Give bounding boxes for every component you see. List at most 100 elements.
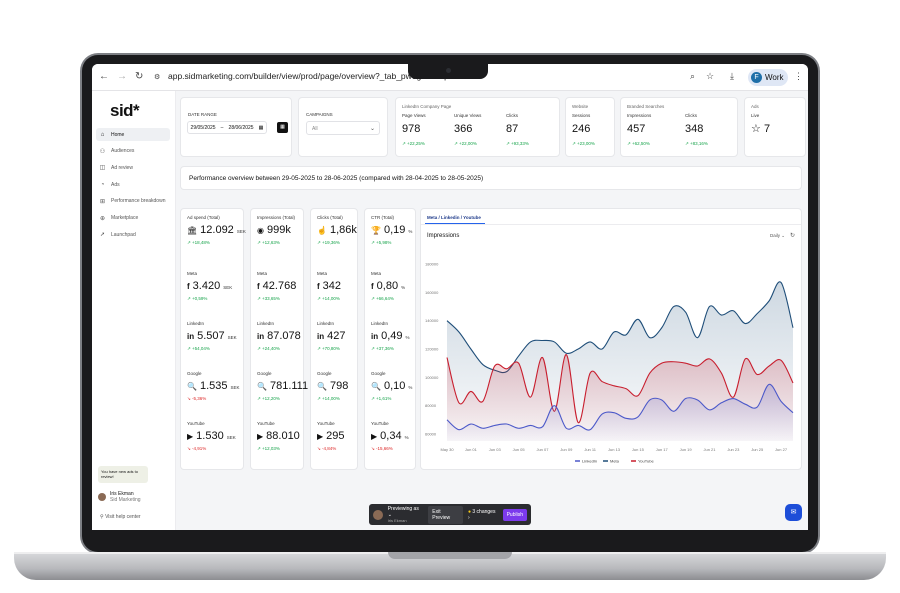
metric-value: 1.530 [196, 430, 224, 442]
forward-icon[interactable]: → [117, 71, 127, 82]
calendar-button[interactable]: ▦ [277, 122, 288, 133]
trend-up-icon: ↗ [627, 141, 633, 146]
chat-support-icon[interactable]: ✉ [785, 504, 802, 521]
linkedin-icon: in [257, 332, 265, 341]
back-icon[interactable]: ← [99, 71, 109, 82]
search-icon[interactable]: ⌕ [690, 71, 696, 81]
series-line-youtube[interactable] [446, 354, 794, 424]
legend-label-meta[interactable]: Meta [610, 459, 620, 464]
metric-change: ↗ +93,33% [506, 141, 529, 147]
y-tick-label: 80000 [425, 403, 437, 408]
pointer-icon: ☝ [317, 226, 327, 235]
bookmark-star-icon[interactable]: ☆ [706, 71, 715, 81]
users-icon: ⚇ [99, 148, 106, 155]
metric-value-row: ▶ 295 [317, 430, 348, 442]
channel-metric: Meta f 42.768 ↗ +33,65% [257, 271, 299, 302]
date-range-label: DATE RANGE [188, 112, 217, 117]
sidebar-item-home[interactable]: ⌂ Home [96, 128, 170, 141]
site-info-icon[interactable]: ⚙ [154, 74, 161, 81]
youtube-play-icon: ▶ [371, 432, 378, 441]
metric-value-row: in 0,49% [371, 330, 410, 342]
camera-lens [446, 68, 451, 73]
publish-button[interactable]: Publish [502, 508, 527, 521]
trend-up-icon: ↗ [572, 141, 578, 146]
campaigns-select[interactable]: All ⌄ [306, 121, 380, 135]
metric-change: ↗ +83,16% [685, 141, 708, 147]
total-metric: Clicks (Total) ☝ 1,86k ↗ +19,36% [317, 215, 360, 246]
metric-change: ↘ -4,84% [317, 446, 348, 452]
metric-value: 366 [454, 123, 473, 135]
series-line-linkedin[interactable] [446, 383, 794, 431]
profile-chip[interactable]: F Work [748, 69, 788, 86]
refresh-icon[interactable]: ↻ [789, 233, 795, 239]
total-metric: Ad spend (Total) 🏛 12.092 SEK ↗ +18,48% [187, 215, 246, 246]
metric-change-value: +0,59% [192, 296, 208, 301]
rocket-icon: ➚ [99, 232, 106, 239]
help-center-link[interactable]: ⚲ Visit help center [100, 514, 141, 520]
youtube-play-icon: ▶ [257, 432, 264, 441]
metric-change-value: +18,48% [192, 240, 210, 245]
trend-up-icon: ↗ [371, 396, 377, 401]
ads-live-count: 7 [763, 123, 771, 135]
metric-change-value: +1,61% [376, 396, 392, 401]
sidebar-item-label: Performance breakdown [111, 198, 166, 205]
website-title: Website [572, 104, 589, 109]
x-tick-label: Jun 17 [656, 447, 669, 452]
metric-change-value: +12,03% [262, 446, 280, 451]
sid-logo[interactable]: sid* [110, 101, 140, 120]
legend-label-linkedin[interactable]: LinkedIn [582, 459, 597, 464]
more-menu-icon[interactable]: ⋮ [794, 71, 803, 81]
granularity-select[interactable]: Daily ⌄ [769, 233, 785, 238]
sidebar-item-label: Home [111, 131, 125, 138]
new-ads-toast[interactable]: You have new ads to review! [98, 466, 148, 483]
sidebar-item-performance-breakdown[interactable]: ⊞ Performance breakdown [96, 195, 170, 208]
metric-change-value: +62,50% [632, 141, 650, 146]
user-profile[interactable]: Iris Ekman Sid Marketing [98, 491, 141, 503]
metric-value-row: f 0,80% [371, 280, 405, 292]
date-range-input[interactable]: 29/05/2025 – 28/06/2025 ▦ [187, 121, 267, 134]
granularity-value: Daily [769, 233, 780, 238]
metric-label: LinkedIn [371, 321, 389, 326]
linkedin-page-card: LinkedIn Company Page Page Views 978 ↗ +22… [395, 97, 560, 157]
metric-label: YouTube [317, 421, 335, 426]
metric-label: Meta [187, 271, 198, 276]
reload-icon[interactable]: ↻ [135, 71, 144, 82]
legend-label-youtube[interactable]: YouTube [638, 459, 654, 464]
trend-up-icon: ↗ [257, 396, 263, 401]
chart-tab-meta-linkedin-youtube[interactable]: Meta / Linkedin / Youtube [427, 215, 481, 220]
youtube-play-icon: ▶ [317, 432, 324, 441]
metric-value-row: f 42.768 [257, 280, 299, 292]
metric-change-value: -4,84% [322, 446, 337, 451]
address-bar[interactable]: app.sidmarketing.com/builder/view/prod/p… [168, 71, 449, 81]
sidebar-item-launchpad[interactable]: ➚ Launchpad [96, 228, 170, 241]
metric-label: YouTube [257, 421, 275, 426]
preview-title-text: Previewing as [387, 506, 419, 512]
changes-button[interactable]: ● 3 changes › [467, 508, 496, 521]
metric-change: ↗ +70,80% [317, 346, 348, 352]
metric-unit: % [408, 385, 413, 390]
x-tick-label: Jun 25 [751, 447, 764, 452]
download-icon[interactable]: ⤓ [730, 71, 734, 81]
sidebar-item-marketplace[interactable]: ⊕ Marketplace [96, 212, 170, 225]
channel-metric: LinkedIn in 5.507 SEK ↗ +54,04% [187, 321, 237, 352]
metric-value-row: ◉ 999k [257, 224, 295, 236]
metric-label: LinkedIn [317, 321, 335, 326]
metric-value: 781.111 [269, 380, 309, 392]
sidebar-item-audiences[interactable]: ⚇ Audiences [96, 145, 170, 158]
metric-change-value: -5,36% [192, 396, 207, 401]
metric-unit: % [405, 335, 410, 340]
metric-label: YouTube [187, 421, 205, 426]
sidebar-item-ad-review[interactable]: ◫ Ad review [96, 161, 170, 174]
chevron-down-icon: ⌄ [369, 126, 375, 132]
trend-up-icon: ↗ [317, 346, 323, 351]
globe-icon: ⊕ [99, 215, 106, 222]
metric-value-row: f 3.420 SEK [187, 280, 232, 292]
sidebar-item-ads[interactable]: ◔ Ads [96, 178, 170, 191]
exit-preview-button[interactable]: Exit Preview [428, 505, 463, 524]
metric-label: Unique Views [454, 113, 482, 118]
x-tick-label: Jun 11 [584, 447, 596, 452]
calendar-icon: ▦ [258, 124, 264, 131]
eye-icon: ◉ [257, 226, 264, 235]
metric-label: Google [187, 371, 202, 376]
metric-value: 427 [327, 330, 346, 342]
